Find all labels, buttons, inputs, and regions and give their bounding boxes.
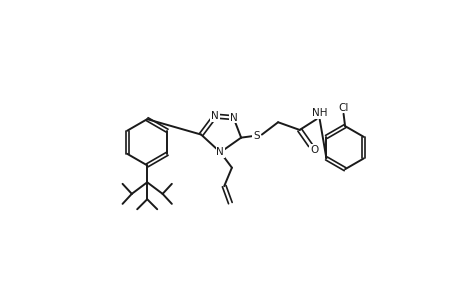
Text: N: N (229, 112, 237, 123)
Text: N: N (216, 147, 224, 157)
Text: N: N (211, 111, 218, 121)
Text: NH: NH (311, 108, 327, 118)
Text: S: S (252, 131, 259, 141)
Text: O: O (309, 145, 318, 155)
Text: Cl: Cl (338, 103, 348, 112)
